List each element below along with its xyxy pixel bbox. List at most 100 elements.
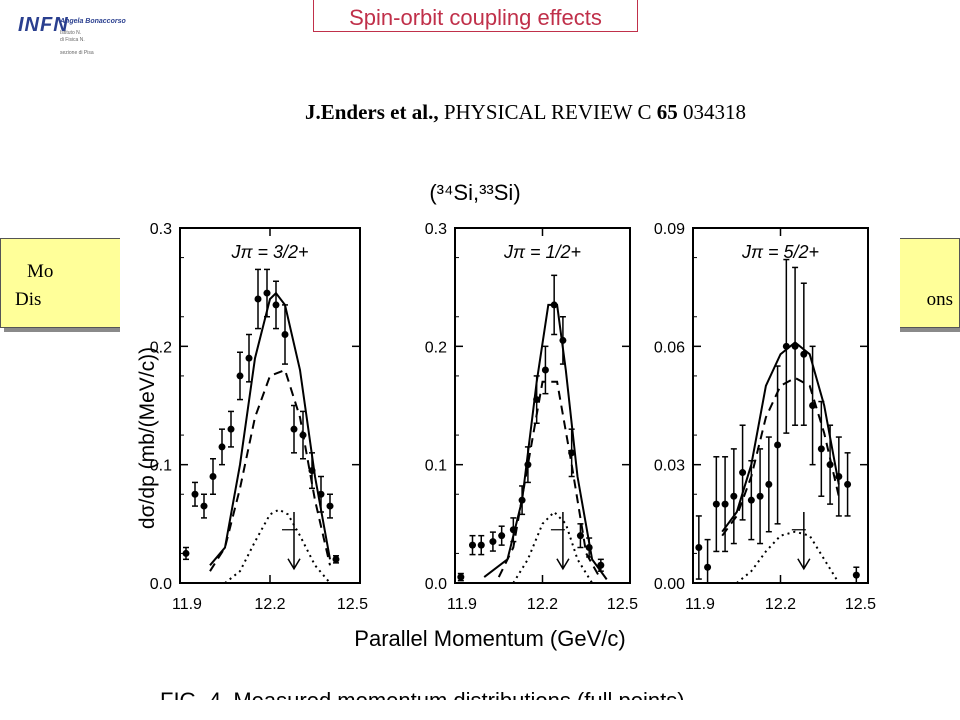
- data-point: [559, 336, 567, 344]
- dotted-curve: [736, 530, 840, 584]
- data-point: [227, 425, 235, 433]
- logo-letters: INFN: [18, 14, 69, 36]
- data-point: [326, 502, 334, 510]
- data-point: [695, 544, 703, 551]
- data-point: [739, 469, 747, 477]
- data-point: [835, 473, 843, 480]
- x-tick-label: 11.9: [172, 596, 202, 613]
- citation-page: 034318: [683, 100, 747, 124]
- data-point: [791, 342, 799, 350]
- y-tick-label: 0.06: [654, 339, 685, 356]
- data-point: [817, 445, 825, 453]
- y-tick-label: 0.3: [150, 221, 172, 238]
- data-point: [826, 461, 834, 469]
- right-note-line-2: ons: [926, 289, 953, 310]
- data-point: [191, 490, 199, 498]
- x-tick-label: 12.5: [607, 596, 638, 613]
- logo-line-1: Istituto N.: [60, 30, 82, 36]
- y-tick-label: 0.0: [150, 576, 172, 593]
- data-point: [756, 492, 764, 500]
- data-point: [245, 354, 253, 362]
- citation-journal: PHYSICAL REVIEW C: [443, 100, 652, 124]
- data-point: [568, 449, 576, 457]
- data-point: [774, 441, 782, 449]
- chart-panel-1: 0.0 0.1 0.2 0.3 11.9 12.2 12.5 Jπ = 3/2+: [150, 221, 368, 613]
- data-point: [576, 532, 584, 540]
- data-point: [509, 526, 517, 534]
- data-point: [457, 573, 465, 581]
- data-point: [477, 541, 485, 549]
- figure-svg: (³⁴Si,³³Si) dσ/dp (mb/(MeV/c)) Parallel …: [136, 180, 876, 713]
- x-tick-label: 12.5: [337, 596, 368, 613]
- data-point: [236, 372, 244, 380]
- panel-frame: [692, 227, 869, 584]
- data-point: [518, 496, 526, 504]
- x-tick-label: 12.2: [527, 596, 558, 613]
- infn-logo: INFN Angela Bonaccorso Istituto N. di Fi…: [0, 0, 140, 70]
- reaction-label: (³⁴Si,³³Si): [429, 180, 520, 205]
- data-point: [533, 396, 541, 404]
- dashed-curve: [209, 368, 331, 572]
- chart-panel-3: 0.00 0.03 0.06 0.09 11.9 12.2 12.5 Jπ = 5/2+: [654, 221, 876, 613]
- data-point: [852, 571, 860, 579]
- data-point: [489, 538, 497, 546]
- y-tick-label: 0.2: [425, 339, 447, 356]
- y-axis-label: dσ/dp (mb/(MeV/c)): [136, 347, 159, 529]
- data-point: [272, 301, 280, 309]
- dotted-curve: [224, 508, 331, 584]
- arrow-head: [287, 558, 301, 571]
- chart-panels: 0.00.10.20.311.9 12.2 12.5Jπ = 3/2+0.00.10…: [150, 221, 876, 613]
- data-point: [844, 480, 852, 488]
- data-point: [747, 496, 755, 504]
- data-point: [721, 500, 729, 508]
- citation-volume: 65: [656, 100, 678, 124]
- data-point: [317, 490, 325, 498]
- panel-frame: [454, 227, 631, 584]
- data-point: [263, 289, 271, 297]
- data-point: [182, 549, 190, 557]
- x-tick-label: 12.2: [254, 596, 285, 613]
- slide-title-box: Spin-orbit coupling effects: [313, 0, 638, 32]
- data-point: [524, 461, 532, 469]
- data-point: [704, 563, 712, 571]
- x-tick-label: 12.2: [765, 596, 796, 613]
- data-point: [712, 500, 720, 508]
- y-tick-label: 0.3: [425, 221, 447, 238]
- y-tick-label: 0.03: [654, 458, 685, 475]
- x-tick-label: 11.9: [447, 596, 477, 613]
- citation: J.Enders et al., PHYSICAL REVIEW C 65 03…: [305, 100, 746, 125]
- left-note-line-1: Mo: [27, 261, 54, 282]
- y-tick-label: 0.1: [150, 458, 172, 475]
- data-point: [308, 467, 316, 475]
- data-point: [809, 402, 817, 409]
- data-point: [200, 502, 208, 510]
- y-tick-label: 0.2: [150, 339, 172, 356]
- panel-title: Jπ = 3/2+: [230, 242, 308, 262]
- data-point: [254, 295, 262, 303]
- x-tick-label: 12.5: [845, 596, 876, 613]
- y-tick-label: 0.00: [654, 576, 685, 593]
- data-point: [730, 492, 738, 500]
- citation-authors: J.Enders et al.,: [305, 100, 439, 124]
- data-point: [281, 331, 289, 338]
- left-note-line-2: Dis: [15, 289, 42, 310]
- y-tick-label: 0.09: [654, 221, 685, 238]
- data-point: [800, 350, 808, 358]
- panel-title: Jπ = 5/2+: [741, 242, 819, 262]
- data-point: [209, 473, 217, 480]
- data-point: [541, 366, 549, 374]
- x-axis-label: Parallel Momentum (GeV/c): [354, 626, 625, 651]
- logo-line-2: di Fisica N.: [60, 37, 85, 43]
- y-tick-label: 0.0: [425, 576, 447, 593]
- data-point: [585, 544, 593, 551]
- data-point: [782, 342, 790, 350]
- dashed-curve: [497, 380, 602, 580]
- panel-frame: [179, 227, 361, 584]
- solid-curve: [721, 341, 840, 533]
- data-point: [290, 425, 298, 433]
- y-tick-label: 0.1: [425, 458, 447, 475]
- figure-caption: FIG. 4. Measured momentum distributions …: [160, 688, 685, 700]
- x-tick-label: 11.9: [685, 596, 715, 613]
- arrow-head: [556, 558, 570, 571]
- data-point: [550, 301, 558, 309]
